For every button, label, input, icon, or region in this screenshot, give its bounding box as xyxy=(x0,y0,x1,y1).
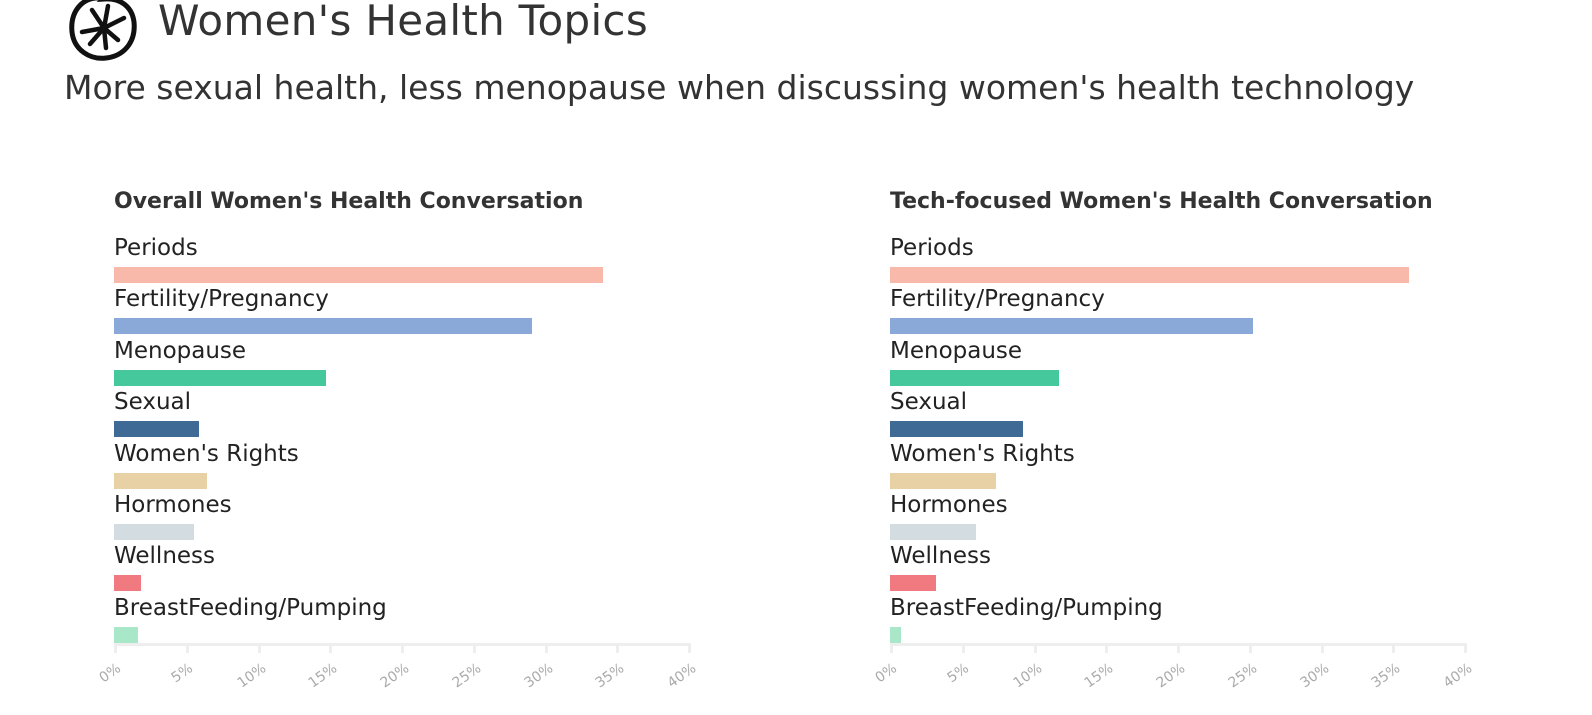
bar xyxy=(114,421,199,438)
category-label: Hormones xyxy=(890,492,1008,518)
x-tick-label: 25% xyxy=(1225,660,1261,692)
x-tick-label: 15% xyxy=(1081,660,1117,692)
category-label: Periods xyxy=(114,235,198,261)
bar xyxy=(890,524,977,540)
bar xyxy=(114,267,604,283)
bar xyxy=(114,626,139,643)
x-tick-label: 35% xyxy=(592,660,628,692)
bar xyxy=(114,472,208,489)
category-label: Sexual xyxy=(890,389,968,416)
x-tick xyxy=(1464,643,1467,653)
x-tick xyxy=(1177,643,1180,653)
x-tick xyxy=(1248,643,1252,653)
x-tick-label: 10% xyxy=(1010,660,1045,692)
category-label: Wellness xyxy=(890,543,992,570)
x-tick xyxy=(1033,643,1037,653)
bar xyxy=(890,421,1024,438)
x-tick-label: 15% xyxy=(305,660,341,692)
category-label: Fertility/Pregnancy xyxy=(114,286,329,313)
x-tick xyxy=(257,643,261,653)
tech-chart: Tech-focused Women's Health Conversation… xyxy=(873,185,1510,715)
chart-title: Overall Women's Health Conversation xyxy=(114,189,584,214)
x-tick xyxy=(329,643,333,653)
x-tick xyxy=(890,643,893,653)
bar xyxy=(890,267,1410,283)
category-label: Menopause xyxy=(114,337,247,364)
category-label: Hormones xyxy=(114,492,232,518)
x-tick-label: 30% xyxy=(521,660,556,692)
x-tick-label: 35% xyxy=(1368,660,1404,692)
bar xyxy=(114,524,195,540)
x-tick-label: 25% xyxy=(449,660,485,692)
x-tick-label: 30% xyxy=(1297,660,1332,692)
category-label: Wellness xyxy=(114,543,216,570)
bar xyxy=(890,318,1254,335)
x-tick xyxy=(616,643,620,653)
x-tick xyxy=(961,643,965,653)
x-tick xyxy=(544,643,548,653)
x-tick-label: 20% xyxy=(377,660,413,692)
bar xyxy=(890,369,1060,386)
x-tick xyxy=(401,643,404,653)
chart-title: Tech-focused Women's Health Conversation xyxy=(890,189,1433,214)
category-label: Women's Rights xyxy=(890,440,1075,467)
category-label: BreastFeeding/Pumping xyxy=(890,594,1163,621)
x-tick-label: 40% xyxy=(1440,660,1476,692)
bar xyxy=(114,318,532,335)
x-tick-label: 40% xyxy=(664,660,700,692)
x-tick-label: 20% xyxy=(1153,660,1189,692)
x-tick-label: 10% xyxy=(234,660,269,692)
category-label: Fertility/Pregnancy xyxy=(890,286,1105,313)
category-label: BreastFeeding/Pumping xyxy=(114,594,387,621)
page-subtitle: More sexual health, less menopause when … xyxy=(64,68,1415,107)
bar xyxy=(890,472,997,489)
x-tick xyxy=(472,643,476,653)
x-tick xyxy=(1320,643,1324,653)
asterisk-circle-logo-icon xyxy=(69,0,137,61)
x-tick-label: 0% xyxy=(872,660,900,687)
x-tick xyxy=(1392,643,1396,653)
x-tick xyxy=(1105,643,1109,653)
category-label: Women's Rights xyxy=(114,440,299,467)
bar xyxy=(114,369,327,386)
x-tick-label: 0% xyxy=(96,660,124,687)
bar xyxy=(114,575,142,592)
x-tick-label: 5% xyxy=(168,660,196,687)
page-title: Women's Health Topics xyxy=(158,0,648,45)
x-tick xyxy=(688,643,691,653)
overall-chart: Overall Women's Health Conversation Peri… xyxy=(97,185,734,715)
category-label: Sexual xyxy=(114,389,192,416)
x-tick xyxy=(114,643,117,653)
bar xyxy=(890,575,936,592)
category-label: Menopause xyxy=(890,337,1023,364)
bar xyxy=(890,626,902,643)
x-tick-label: 5% xyxy=(944,660,972,687)
category-label: Periods xyxy=(890,235,974,261)
x-tick xyxy=(185,643,189,653)
